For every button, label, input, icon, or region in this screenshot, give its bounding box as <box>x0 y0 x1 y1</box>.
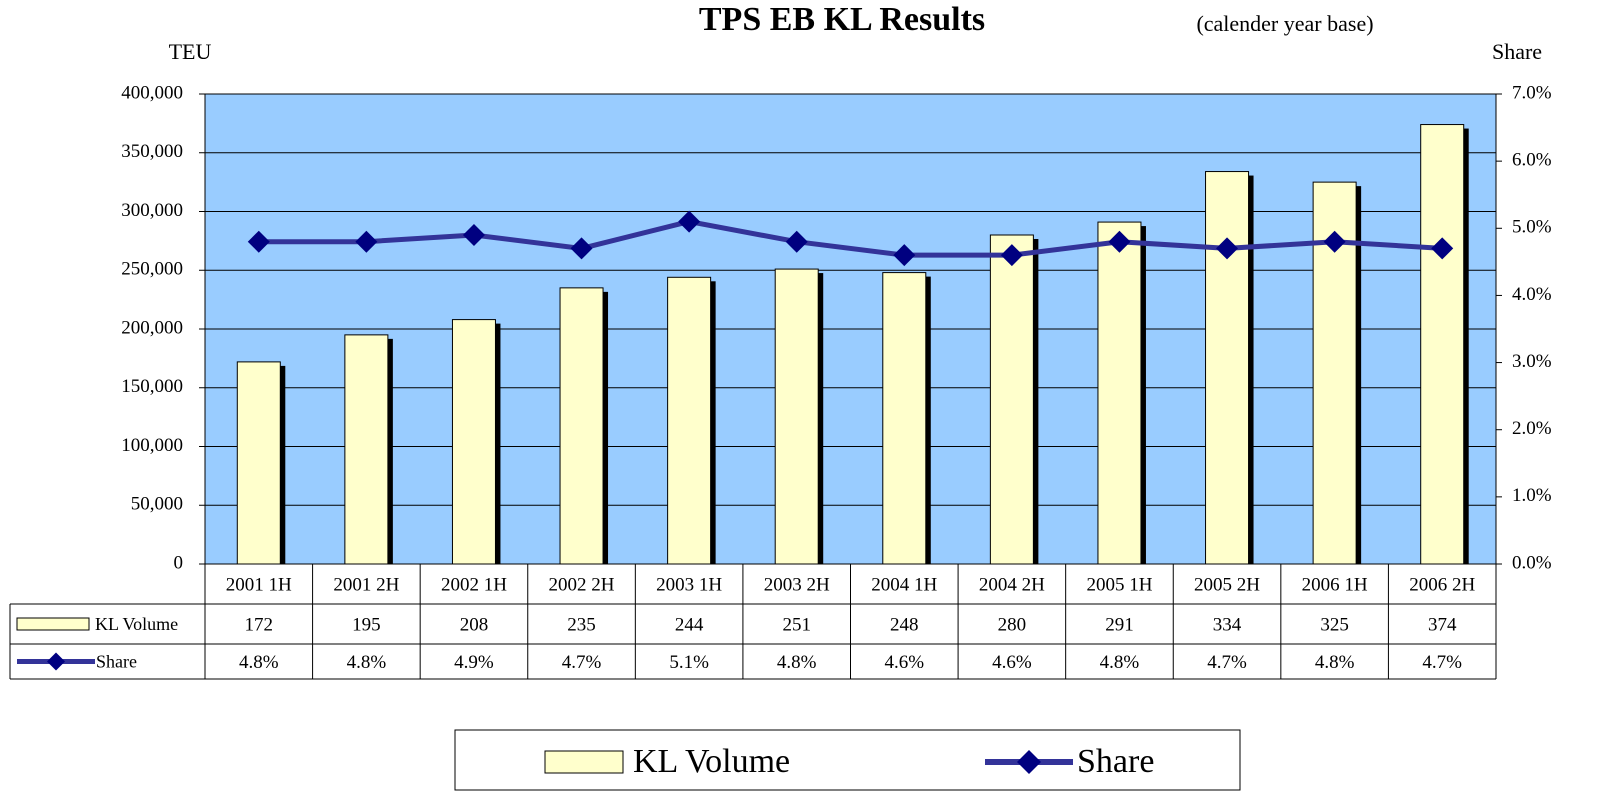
table-cell: 4.8% <box>777 652 817 673</box>
x-tick-label: 2006 2H <box>1409 574 1475 595</box>
bar <box>344 334 389 565</box>
y2-tick-label: 2.0% <box>1512 418 1552 439</box>
legend-swatch <box>544 750 624 774</box>
bar <box>236 361 281 565</box>
table-cell: 4.6% <box>885 652 925 673</box>
table-cell: 208 <box>460 614 489 635</box>
table-cell: 248 <box>890 614 919 635</box>
table-cell: 4.7% <box>562 652 602 673</box>
legend-swatch <box>16 617 90 631</box>
y2-tick-label: 0.0% <box>1512 552 1552 573</box>
bar <box>882 272 927 565</box>
table-cell: 334 <box>1213 614 1242 635</box>
x-tick-label: 2004 2H <box>979 574 1045 595</box>
table-cell: 5.1% <box>669 652 709 673</box>
y2-tick-label: 3.0% <box>1512 351 1552 372</box>
y2-tick-label: 1.0% <box>1512 485 1552 506</box>
marker <box>247 230 270 253</box>
table-cell: 4.7% <box>1207 652 1247 673</box>
table-cell: 244 <box>675 614 704 635</box>
legend-marker <box>1017 750 1041 774</box>
table-cell: 374 <box>1428 614 1457 635</box>
y-tick-label: 350,000 <box>121 141 183 162</box>
table-cell: 4.9% <box>454 652 494 673</box>
y2-axis-label: Share <box>1492 39 1542 64</box>
table-cell: 291 <box>1105 614 1134 635</box>
table-cell: 4.7% <box>1422 652 1462 673</box>
y-tick-label: 300,000 <box>121 200 183 221</box>
marker <box>678 210 701 233</box>
marker <box>462 224 485 246</box>
x-tick-label: 2005 1H <box>1086 574 1152 595</box>
bar <box>989 234 1034 565</box>
y2-tick-label: 4.0% <box>1512 284 1552 305</box>
y-tick-label: 250,000 <box>121 259 183 280</box>
marker <box>893 244 916 267</box>
marker <box>785 230 808 253</box>
bar <box>1097 221 1142 565</box>
line <box>258 219 1443 258</box>
x-tick-label: 2006 1H <box>1302 574 1368 595</box>
marker <box>1216 237 1239 260</box>
y-tick-label: 150,000 <box>121 376 183 397</box>
bar <box>667 276 712 565</box>
x-tick-label: 2001 2H <box>333 574 399 595</box>
x-tick-label: 2001 1H <box>226 574 292 595</box>
bar <box>451 319 496 565</box>
x-tick-label: 2004 1H <box>871 574 937 595</box>
bar <box>1205 171 1250 565</box>
legend-label: Share <box>1077 743 1154 780</box>
table-cell: 172 <box>245 614 274 635</box>
chart-subtitle: (calender year base) <box>1196 11 1373 36</box>
marker <box>355 230 378 253</box>
x-tick-label: 2003 1H <box>656 574 722 595</box>
y-axis-label: TEU <box>169 39 212 64</box>
legend-label: KL Volume <box>633 743 790 780</box>
table-cell: 251 <box>782 614 811 635</box>
bar <box>559 287 604 565</box>
y-tick-label: 200,000 <box>121 317 183 338</box>
chart-title: TPS EB KL Results <box>699 1 985 38</box>
y2-tick-label: 7.0% <box>1512 82 1552 103</box>
table-row-label: KL Volume <box>95 614 178 634</box>
table-cell: 325 <box>1320 614 1349 635</box>
y-tick-label: 100,000 <box>121 435 183 456</box>
x-tick-label: 2002 2H <box>549 574 615 595</box>
table-cell: 4.6% <box>992 652 1032 673</box>
x-tick-label: 2003 2H <box>764 574 830 595</box>
y2-tick-label: 5.0% <box>1512 217 1552 238</box>
y2-tick-label: 6.0% <box>1512 150 1552 171</box>
y-tick-label: 0 <box>174 552 184 573</box>
table-row-label: Share <box>96 652 137 672</box>
marker <box>1108 230 1131 253</box>
marker <box>570 237 593 260</box>
marker <box>1431 237 1454 260</box>
y-tick-label: 50,000 <box>131 494 183 515</box>
table-cell: 195 <box>352 614 381 635</box>
table-cell: 4.8% <box>239 652 279 673</box>
x-tick-label: 2002 1H <box>441 574 507 595</box>
table-cell: 235 <box>567 614 596 635</box>
y-tick-label: 400,000 <box>121 82 183 103</box>
table-cell: 4.8% <box>1315 652 1355 673</box>
table-cell: 280 <box>998 614 1027 635</box>
marker <box>1323 230 1346 253</box>
table-cell: 4.8% <box>1100 652 1140 673</box>
marker <box>1000 244 1023 267</box>
table-cell: 4.8% <box>347 652 387 673</box>
bar <box>774 268 819 565</box>
legend-marker <box>47 652 65 671</box>
bar <box>1420 124 1465 565</box>
x-tick-label: 2005 2H <box>1194 574 1260 595</box>
